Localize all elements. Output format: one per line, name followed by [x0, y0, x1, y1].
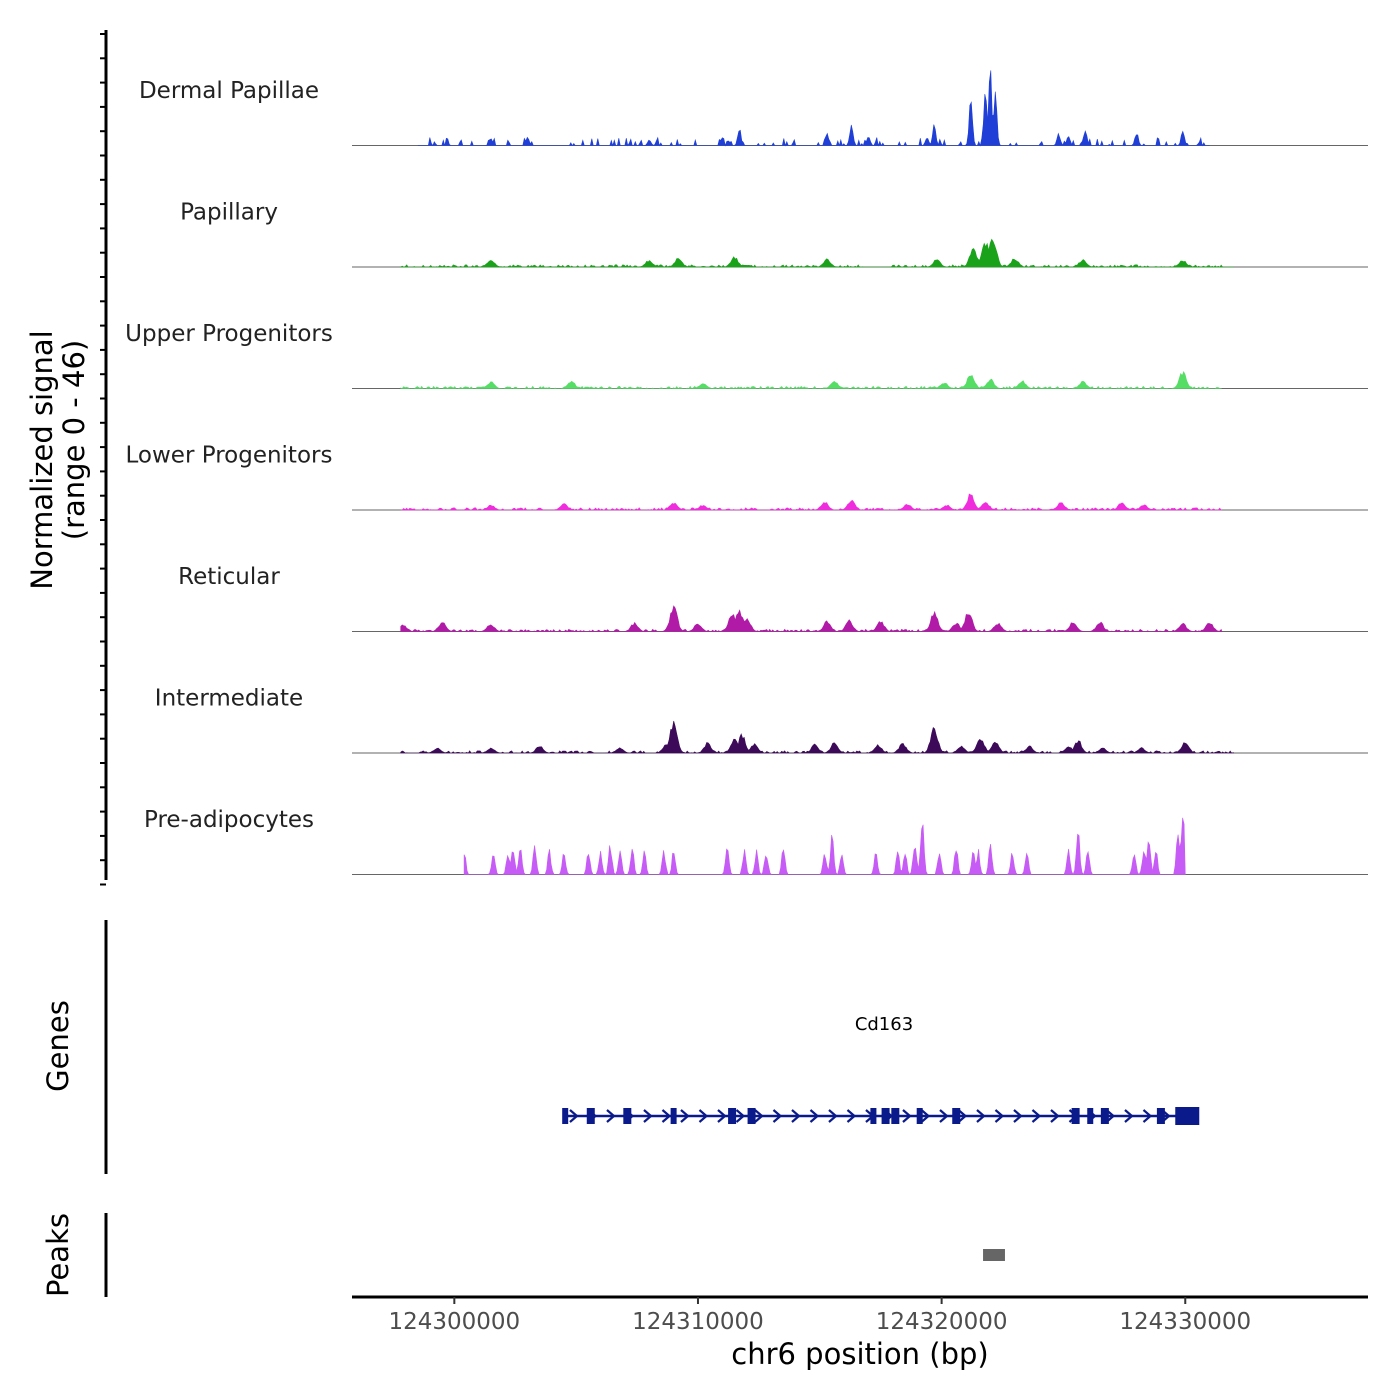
- gene-model-cd163: [562, 1107, 1200, 1125]
- track-label: Lower Progenitors: [126, 443, 333, 469]
- strand-arrow: [1050, 1109, 1060, 1123]
- strand-arrow: [828, 1109, 838, 1123]
- track-intermediate: Intermediate: [155, 686, 1368, 754]
- strand-arrow: [1031, 1109, 1042, 1123]
- strand-arrow: [606, 1109, 616, 1123]
- strand-arrow: [976, 1109, 986, 1123]
- strand-arrow: [754, 1109, 764, 1123]
- genes-track-label: Genes: [41, 1000, 75, 1092]
- track-papillary: Papillary: [180, 200, 1368, 268]
- signal-tracks: Dermal Papillae Papillary Upper Progenitor…: [125, 70, 1368, 876]
- strand-arrow: [735, 1109, 746, 1123]
- gene-exon: [728, 1108, 737, 1124]
- track-pre-adipocytes: Pre-adipocytes: [144, 807, 1368, 876]
- gene-name-label: Cd163: [855, 1014, 913, 1035]
- strand-arrow: [902, 1109, 912, 1123]
- x-axis-label: chr6 position (bp): [731, 1337, 988, 1371]
- strand-arrow: [717, 1109, 727, 1123]
- peak-regions: [983, 1249, 1005, 1261]
- gene-exon: [1087, 1108, 1094, 1124]
- track-label: Dermal Papillae: [139, 78, 319, 104]
- y-axis-label: Normalized signal: [25, 330, 59, 589]
- x-tick-label: 124320000: [876, 1309, 1008, 1335]
- signal-area: [417, 70, 1210, 147]
- signal-area: [400, 605, 1223, 633]
- x-tick-label: 124330000: [1119, 1309, 1251, 1335]
- strand-arrow: [791, 1109, 801, 1123]
- strand-arrow: [1124, 1109, 1134, 1123]
- gene-exon: [586, 1108, 595, 1124]
- strand-arrow: [957, 1109, 968, 1123]
- track-label: Reticular: [178, 564, 280, 590]
- track-label: Intermediate: [155, 686, 303, 712]
- track-dermal-papillae: Dermal Papillae: [139, 70, 1368, 147]
- strand-arrow: [846, 1109, 857, 1123]
- strand-arrow: [939, 1109, 949, 1123]
- strand-arrow: [680, 1109, 690, 1123]
- track-label: Pre-adipocytes: [144, 807, 314, 833]
- signal-area: [399, 238, 1234, 268]
- gene-exon: [1071, 1108, 1080, 1124]
- strand-arrow: [698, 1109, 709, 1123]
- gene-exon: [891, 1108, 900, 1124]
- gene-exon: [881, 1108, 890, 1124]
- gene-exon: [870, 1108, 877, 1124]
- track-reticular: Reticular: [178, 564, 1368, 633]
- signal-y-axis: [100, 30, 108, 886]
- gene-exon: [623, 1108, 632, 1124]
- gene-exon: [1100, 1108, 1109, 1124]
- track-label: Upper Progenitors: [125, 321, 333, 347]
- strand-arrow: [643, 1109, 653, 1123]
- strand-arrow: [569, 1109, 579, 1123]
- strand-arrow: [1013, 1109, 1023, 1123]
- gene-exon: [747, 1108, 756, 1124]
- gene-exon: [916, 1108, 923, 1124]
- gene-exon: [670, 1108, 677, 1124]
- strand-arrow: [772, 1109, 783, 1123]
- signal-area: [400, 720, 1235, 754]
- track-upper-progenitors: Upper Progenitors: [125, 321, 1368, 390]
- y-axis-range-label: (range 0 - 46): [57, 340, 91, 540]
- gene-exon: [1175, 1107, 1200, 1125]
- track-lower-progenitors: Lower Progenitors: [126, 443, 1368, 511]
- gene-exon: [562, 1108, 569, 1124]
- signal-area: [463, 817, 1186, 876]
- x-tick-label: 124310000: [632, 1309, 764, 1335]
- strand-arrow: [809, 1109, 820, 1123]
- strand-arrow: [994, 1109, 1005, 1123]
- peaks-track-label: Peaks: [41, 1213, 75, 1297]
- x-axis: 124300000 124310000 124320000 124330000: [388, 1297, 1251, 1335]
- strand-arrow: [920, 1109, 931, 1123]
- gene-exon: [1156, 1108, 1165, 1124]
- x-tick-label: 124300000: [388, 1309, 520, 1335]
- gene-exon: [952, 1108, 961, 1124]
- signal-area: [400, 370, 1222, 390]
- signal-area: [400, 493, 1222, 511]
- track-label: Papillary: [180, 200, 278, 226]
- peak-region: [983, 1249, 1005, 1261]
- strand-arrow: [1142, 1109, 1153, 1123]
- strand-arrow: [661, 1109, 672, 1123]
